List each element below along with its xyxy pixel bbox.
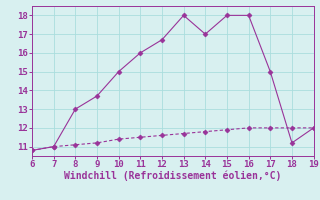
X-axis label: Windchill (Refroidissement éolien,°C): Windchill (Refroidissement éolien,°C)	[64, 171, 282, 181]
